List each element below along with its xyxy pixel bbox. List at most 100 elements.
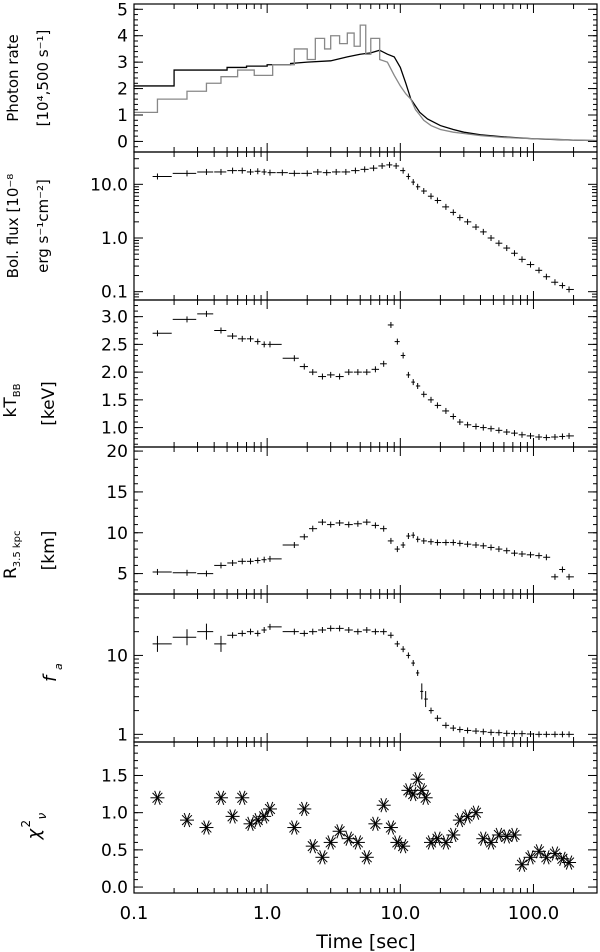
asterisk-marker xyxy=(323,835,338,850)
data-kt xyxy=(152,310,574,441)
y-tick-label: 1 xyxy=(117,106,128,126)
y-tick-label: 2 xyxy=(117,80,128,100)
asterisk-marker xyxy=(507,827,522,843)
series-line-0 xyxy=(134,49,597,142)
asterisk-marker xyxy=(414,783,429,798)
y-axis-label: χ xyxy=(24,828,45,841)
asterisk-marker xyxy=(476,831,491,846)
y-axis-label: [10⁴,500 s⁻¹] xyxy=(34,30,52,127)
marker-stroke xyxy=(301,801,308,817)
asterisk-marker xyxy=(491,827,506,843)
marker-stroke xyxy=(427,835,435,850)
y-axis-unit: [keV] xyxy=(39,381,59,426)
y-tick-label: 10.0 xyxy=(90,175,128,195)
marker-stroke xyxy=(409,786,417,802)
marker-stroke xyxy=(543,850,550,865)
y-tick-label: 20 xyxy=(106,442,128,462)
y-tick-label: 0 xyxy=(117,132,128,152)
marker-stroke xyxy=(405,783,412,798)
panel-frame xyxy=(133,741,598,894)
asterisk-marker xyxy=(225,809,240,824)
asterisk-marker xyxy=(332,824,347,839)
marker-stroke xyxy=(464,809,471,824)
y-axis-label: R3.5 kpc xyxy=(1,531,23,580)
data-chi xyxy=(150,772,577,872)
asterisk-marker xyxy=(359,850,374,865)
y-tick-label: 0.1 xyxy=(101,283,128,303)
marker-stroke xyxy=(422,790,429,805)
asterisk-marker xyxy=(350,835,365,850)
asterisk-marker xyxy=(446,827,461,843)
marker-stroke xyxy=(456,812,464,828)
marker-stroke xyxy=(345,831,353,846)
y-tick-label: 5 xyxy=(117,565,128,585)
marker-stroke xyxy=(518,857,526,872)
x-tick-label: 0.1 xyxy=(120,903,149,924)
asterisk-marker xyxy=(376,798,391,813)
marker-stroke xyxy=(247,816,254,832)
x-axis-label: Time [sec] xyxy=(315,931,415,952)
marker-stroke xyxy=(442,835,450,850)
marker-stroke xyxy=(527,850,534,865)
x-tick-label: 100.0 xyxy=(508,903,560,924)
panel-frame xyxy=(133,593,598,743)
marker-stroke xyxy=(434,831,441,846)
marker-stroke xyxy=(480,831,487,846)
y-tick-label: 3 xyxy=(117,53,128,73)
asterisk-marker xyxy=(514,857,529,872)
y-tick-label: 2.0 xyxy=(101,363,128,383)
y-axis-label: f xyxy=(40,673,61,682)
y-tick-label: 1.0 xyxy=(101,419,128,439)
panel-flux: 0.1 1.0 10.0 Bol. flux [10⁻⁸ erg s⁻¹cm⁻²] xyxy=(4,151,598,303)
marker-stroke xyxy=(503,829,511,844)
marker-stroke xyxy=(217,790,225,805)
data-flux xyxy=(152,161,574,293)
marker-stroke xyxy=(319,850,326,865)
asterisk-marker xyxy=(315,850,330,865)
marker-stroke xyxy=(154,790,161,805)
asterisk-marker xyxy=(396,838,411,854)
y-tick-label: 3.0 xyxy=(101,308,128,328)
panel-frame xyxy=(133,446,598,595)
y-tick-label: 1.0 xyxy=(101,229,128,249)
y-tick-label: 15 xyxy=(106,483,128,503)
marker-stroke xyxy=(450,827,457,843)
panel-kt: 1.0 1.5 2.0 2.5 3.0 kTBB [keV] xyxy=(1,299,598,448)
panel-frame xyxy=(133,299,598,448)
x-axis: 0.1 1.0 10.0 100.0 Time [sec] xyxy=(120,903,560,952)
asterisk-marker xyxy=(468,805,483,820)
marker-stroke xyxy=(372,816,379,832)
data-fa xyxy=(152,623,574,738)
asterisk-marker xyxy=(430,831,445,846)
asterisk-marker xyxy=(452,812,467,828)
marker-stroke xyxy=(399,838,407,854)
y-tick-label: 0.5 xyxy=(101,841,128,861)
panel-photon: 0 1 2 3 4 5 Photon rate [10⁴,500 s⁻¹] xyxy=(4,0,598,153)
marker-stroke xyxy=(291,820,298,835)
panel-fa: 1 10 fa xyxy=(40,593,598,745)
marker-stroke xyxy=(559,851,566,866)
asterisk-marker xyxy=(297,801,312,817)
y-axis-label: kTBB xyxy=(1,383,23,417)
marker-stroke xyxy=(551,846,559,861)
marker-stroke xyxy=(414,772,421,787)
panel-radius: 5 10 15 20 R3.5 kpc [km] xyxy=(1,442,598,595)
asterisk-marker xyxy=(562,855,577,870)
y-tick-label: 1.0 xyxy=(101,804,128,824)
marker-stroke xyxy=(254,812,262,828)
marker-stroke xyxy=(266,801,274,817)
y-tick-label: 10 xyxy=(106,646,128,666)
asterisk-marker xyxy=(418,790,433,805)
marker-stroke xyxy=(327,835,334,850)
x-tick-label: 1.0 xyxy=(253,903,282,924)
marker-stroke xyxy=(309,838,317,854)
marker-stroke xyxy=(183,812,191,828)
y-axis-unit: [km] xyxy=(39,531,59,571)
asterisk-marker xyxy=(257,809,272,824)
asterisk-marker xyxy=(213,790,228,805)
marker-stroke xyxy=(535,844,543,859)
asterisk-marker xyxy=(243,816,258,832)
marker-stroke xyxy=(260,809,268,824)
x-tick-label: 10.0 xyxy=(380,903,420,924)
